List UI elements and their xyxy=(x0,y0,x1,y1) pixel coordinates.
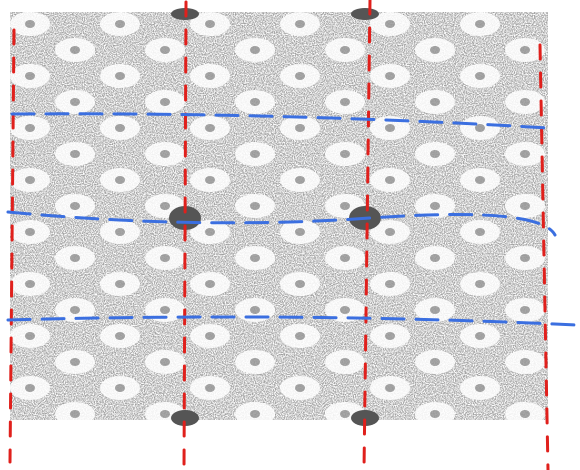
red-dashed-line xyxy=(184,2,186,470)
page xyxy=(0,0,580,470)
dark-spot xyxy=(351,8,379,20)
scene xyxy=(0,0,580,470)
